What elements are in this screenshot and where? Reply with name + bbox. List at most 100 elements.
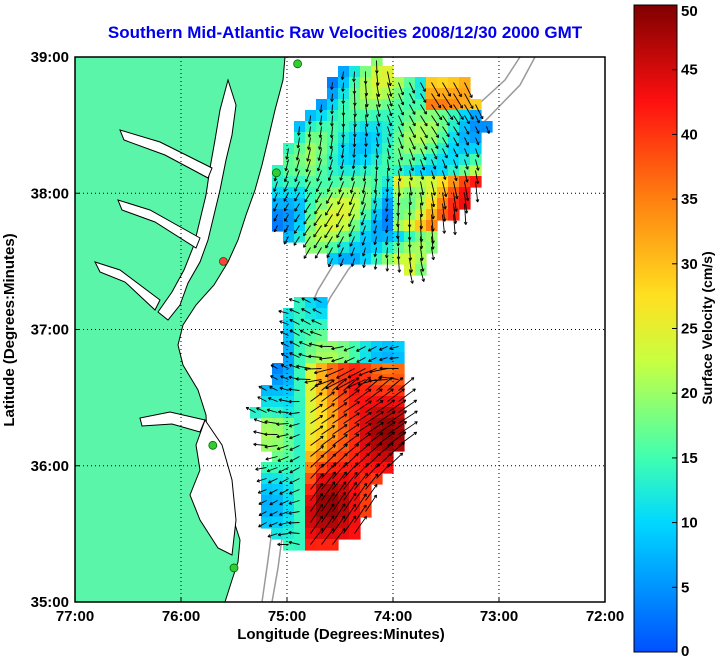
- velocity-arrow: [365, 137, 367, 147]
- velocity-arrow-head: [279, 491, 283, 495]
- velocity-arrow: [398, 170, 401, 182]
- velocity-arrow-head: [258, 512, 262, 517]
- velocity-cell: [349, 517, 361, 529]
- velocity-arrow: [343, 423, 360, 435]
- velocity-arrow-head: [379, 432, 384, 436]
- velocity-arrow-head: [335, 386, 340, 390]
- velocity-arrow: [361, 214, 366, 226]
- velocity-arrow-head: [368, 378, 372, 383]
- velocity-cell: [316, 495, 328, 507]
- radar-station-marker: [271, 168, 281, 178]
- velocity-arrow-head: [431, 176, 436, 180]
- velocity-arrow: [376, 442, 394, 457]
- velocity-arrow-head: [280, 375, 284, 379]
- velocity-arrow: [279, 387, 289, 391]
- velocity-arrow-head: [288, 375, 292, 380]
- colorbar: [633, 4, 678, 653]
- velocity-cell: [349, 374, 361, 386]
- velocity-arrow: [442, 170, 446, 180]
- velocity-arrow: [464, 137, 469, 146]
- velocity-arrow: [420, 181, 424, 195]
- velocity-arrow-head: [446, 122, 450, 126]
- velocity-cell: [272, 473, 284, 485]
- velocity-arrow-head: [257, 396, 261, 400]
- colorbar-tick-label: 10: [681, 515, 698, 532]
- velocity-arrow-head: [314, 370, 318, 375]
- velocity-arrow-head: [352, 503, 357, 508]
- velocity-cell: [261, 396, 273, 408]
- velocity-arrow: [442, 148, 448, 159]
- velocity-cell: [294, 319, 306, 331]
- velocity-arrow: [294, 170, 300, 182]
- velocity-arrow-head: [444, 154, 448, 159]
- velocity-arrow: [295, 159, 300, 172]
- velocity-arrow-head: [356, 401, 360, 405]
- velocity-arrow-head: [330, 98, 334, 102]
- velocity-arrow-head: [277, 542, 281, 547]
- velocity-arrow: [387, 104, 392, 117]
- velocity-cell: [316, 528, 328, 540]
- velocity-arrow-head: [431, 203, 436, 208]
- colorbar-tick-label: 50: [681, 3, 698, 20]
- velocity-arrow-head: [331, 379, 335, 383]
- velocity-arrow: [293, 225, 300, 234]
- velocity-cell: [272, 495, 284, 507]
- velocity-arrow: [313, 236, 322, 249]
- velocity-arrow: [320, 104, 322, 113]
- velocity-arrow-head: [314, 211, 318, 215]
- velocity-cell: [305, 319, 317, 331]
- velocity-arrow: [354, 411, 372, 424]
- velocity-arrow-head: [400, 91, 405, 96]
- velocity-arrow: [294, 192, 300, 202]
- velocity-arrow-head: [329, 134, 334, 139]
- velocity-cell: [305, 473, 317, 485]
- velocity-arrow-head: [325, 244, 329, 249]
- velocity-arrow-head: [273, 228, 278, 233]
- velocity-arrow-head: [313, 233, 317, 238]
- velocity-arrow-head: [421, 278, 425, 282]
- velocity-arrow-head: [264, 432, 268, 437]
- y-tick-label: 36:00: [31, 458, 69, 475]
- velocity-arrow-head: [324, 223, 328, 228]
- velocity-arrow-head: [349, 243, 353, 247]
- velocity-arrow-head: [442, 230, 447, 234]
- velocity-arrow: [475, 148, 479, 158]
- velocity-arrow-head: [424, 146, 428, 150]
- velocity-arrow: [303, 214, 311, 225]
- velocity-arrow-head: [325, 385, 329, 390]
- velocity-arrow: [348, 203, 355, 217]
- velocity-arrow-head: [353, 481, 357, 486]
- velocity-arrow-head: [328, 156, 333, 160]
- velocity-arrow-head: [277, 458, 281, 462]
- velocity-arrow-head: [449, 116, 454, 121]
- velocity-arrow-head: [400, 112, 404, 116]
- velocity-arrow-head: [326, 254, 330, 258]
- velocity-arrow: [420, 170, 424, 180]
- velocity-arrow: [296, 148, 300, 161]
- velocity-arrow: [336, 368, 355, 379]
- velocity-arrow-head: [403, 410, 408, 414]
- velocity-cell: [272, 462, 284, 474]
- velocity-arrow: [306, 159, 311, 173]
- velocity-cell: [261, 495, 273, 507]
- velocity-arrow-head: [351, 165, 356, 169]
- velocity-arrow-head: [420, 176, 425, 180]
- velocity-arrow: [310, 454, 324, 468]
- velocity-arrow-head: [352, 515, 357, 520]
- velocity-arrow: [420, 93, 427, 103]
- velocity-arrow: [354, 516, 367, 534]
- velocity-arrow: [293, 236, 300, 246]
- velocity-arrow: [387, 421, 407, 435]
- velocity-cell: [294, 407, 306, 419]
- velocity-arrow-head: [301, 308, 305, 312]
- velocity-arrow-head: [341, 112, 346, 116]
- velocity-arrow-head: [268, 480, 272, 484]
- velocity-arrow-head: [423, 99, 427, 103]
- velocity-arrow: [409, 192, 411, 205]
- velocity-arrow-head: [340, 155, 345, 159]
- velocity-cell: [360, 484, 372, 496]
- velocity-arrow: [324, 214, 333, 228]
- velocity-arrow-head: [256, 407, 260, 411]
- velocity-arrow-head: [343, 424, 348, 428]
